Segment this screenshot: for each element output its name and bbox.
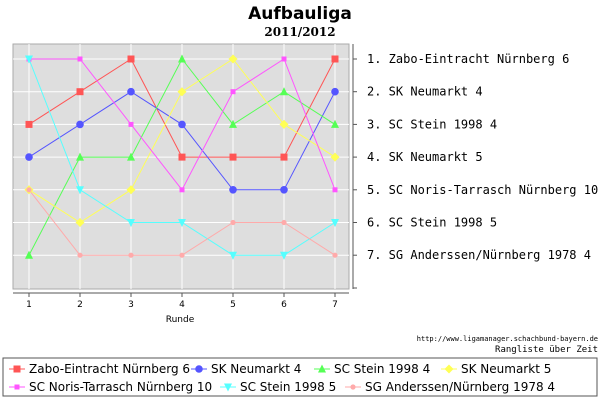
x-tick-label: 1 bbox=[26, 300, 32, 310]
series-markers bbox=[24, 54, 340, 260]
legend-marker bbox=[350, 384, 356, 390]
data-point bbox=[280, 251, 288, 260]
chart-subtitle: 2011/2012 bbox=[264, 25, 335, 39]
data-point bbox=[331, 55, 339, 63]
legend-label: SC Noris-Tarrasch Nürnberg 10 bbox=[29, 380, 212, 394]
x-axis-ticks: 1 2 3 4 5 6 7 bbox=[26, 293, 338, 310]
legend-label: SC Stein 1998 5 bbox=[240, 380, 336, 394]
legend-marker bbox=[14, 384, 20, 390]
source-url: http://www.ligamanager.schachbund-bayern… bbox=[417, 335, 598, 343]
data-point bbox=[76, 120, 84, 129]
rank-axis-ticks bbox=[353, 58, 357, 289]
data-point bbox=[280, 87, 288, 96]
data-point bbox=[76, 152, 84, 161]
data-point bbox=[281, 56, 287, 62]
rank-label: 1. Zabo-Eintracht Nürnberg 6 bbox=[367, 52, 569, 66]
data-point bbox=[280, 186, 288, 194]
data-point bbox=[229, 119, 237, 128]
data-point bbox=[228, 54, 238, 64]
rank-label: 5. SC Noris-Tarrasch Nürnberg 10 bbox=[367, 183, 598, 197]
rank-label: 3. SC Stein 1998 4 bbox=[367, 117, 497, 131]
legend-label: SC Stein 1998 4 bbox=[334, 362, 430, 376]
data-point bbox=[178, 219, 186, 227]
data-point bbox=[177, 87, 187, 97]
x-tick-label: 3 bbox=[128, 300, 134, 310]
rank-label: 2. SK Neumarkt 4 bbox=[367, 85, 483, 99]
x-axis-title: Runde bbox=[166, 315, 195, 325]
x-tick-label: 5 bbox=[230, 300, 236, 310]
data-point bbox=[279, 119, 289, 129]
data-point bbox=[179, 187, 185, 193]
data-point bbox=[25, 153, 33, 161]
rank-label: 7. SG Anderssen/Nürnberg 1978 4 bbox=[367, 248, 591, 262]
data-point bbox=[330, 152, 340, 162]
legend-marker bbox=[13, 365, 21, 373]
data-point bbox=[25, 250, 33, 259]
data-point bbox=[127, 55, 135, 63]
data-point bbox=[77, 56, 83, 62]
data-point bbox=[280, 153, 288, 161]
data-point bbox=[128, 121, 134, 127]
data-point bbox=[127, 219, 135, 227]
data-point bbox=[127, 152, 135, 161]
legend-label: Zabo-Eintracht Nürnberg 6 bbox=[29, 362, 190, 376]
data-point bbox=[331, 87, 339, 96]
data-point bbox=[332, 187, 338, 193]
data-point bbox=[332, 252, 338, 258]
data-point bbox=[178, 120, 186, 129]
data-point bbox=[179, 252, 185, 258]
data-point bbox=[178, 153, 186, 161]
plot-area bbox=[12, 43, 350, 290]
chart-note: Rangliste über Zeit bbox=[495, 345, 598, 355]
legend-label: SG Anderssen/Nürnberg 1978 4 bbox=[365, 380, 555, 394]
chart-title: Aufbauliga bbox=[248, 4, 352, 24]
data-point bbox=[75, 218, 85, 227]
data-point bbox=[126, 185, 136, 195]
x-tick-label: 4 bbox=[179, 300, 185, 310]
legend-label: SK Neumarkt 4 bbox=[211, 362, 301, 376]
legend-marker bbox=[318, 364, 326, 373]
legend-marker bbox=[444, 364, 454, 374]
data-point bbox=[127, 87, 135, 96]
data-point bbox=[25, 120, 33, 128]
data-point bbox=[76, 88, 84, 96]
data-point bbox=[25, 55, 33, 64]
data-point bbox=[281, 219, 287, 226]
rank-label: 4. SK Neumarkt 5 bbox=[367, 150, 483, 164]
data-point bbox=[230, 219, 236, 226]
data-point bbox=[229, 251, 237, 260]
data-point bbox=[178, 54, 186, 63]
x-tick-label: 2 bbox=[77, 300, 83, 310]
legend-label: SK Neumarkt 5 bbox=[461, 362, 551, 376]
data-point bbox=[229, 186, 237, 194]
data-point bbox=[26, 187, 32, 193]
legend: Zabo-Eintracht Nürnberg 6 SK Neumarkt 4 SC… bbox=[9, 362, 555, 394]
legend-marker bbox=[224, 383, 232, 392]
data-point bbox=[77, 252, 83, 258]
data-point bbox=[76, 186, 84, 195]
data-point bbox=[229, 153, 237, 161]
data-point bbox=[331, 219, 339, 227]
data-point bbox=[230, 89, 236, 95]
rank-labels: 1. Zabo-Eintracht Nürnberg 6 2. SK Neumar… bbox=[367, 52, 598, 262]
data-point bbox=[128, 252, 134, 258]
rank-label: 6. SC Stein 1998 5 bbox=[367, 216, 497, 230]
x-tick-label: 7 bbox=[332, 300, 338, 310]
x-tick-label: 6 bbox=[281, 300, 287, 310]
data-point bbox=[331, 119, 339, 128]
legend-marker bbox=[195, 365, 203, 373]
legend-box bbox=[2, 357, 598, 397]
